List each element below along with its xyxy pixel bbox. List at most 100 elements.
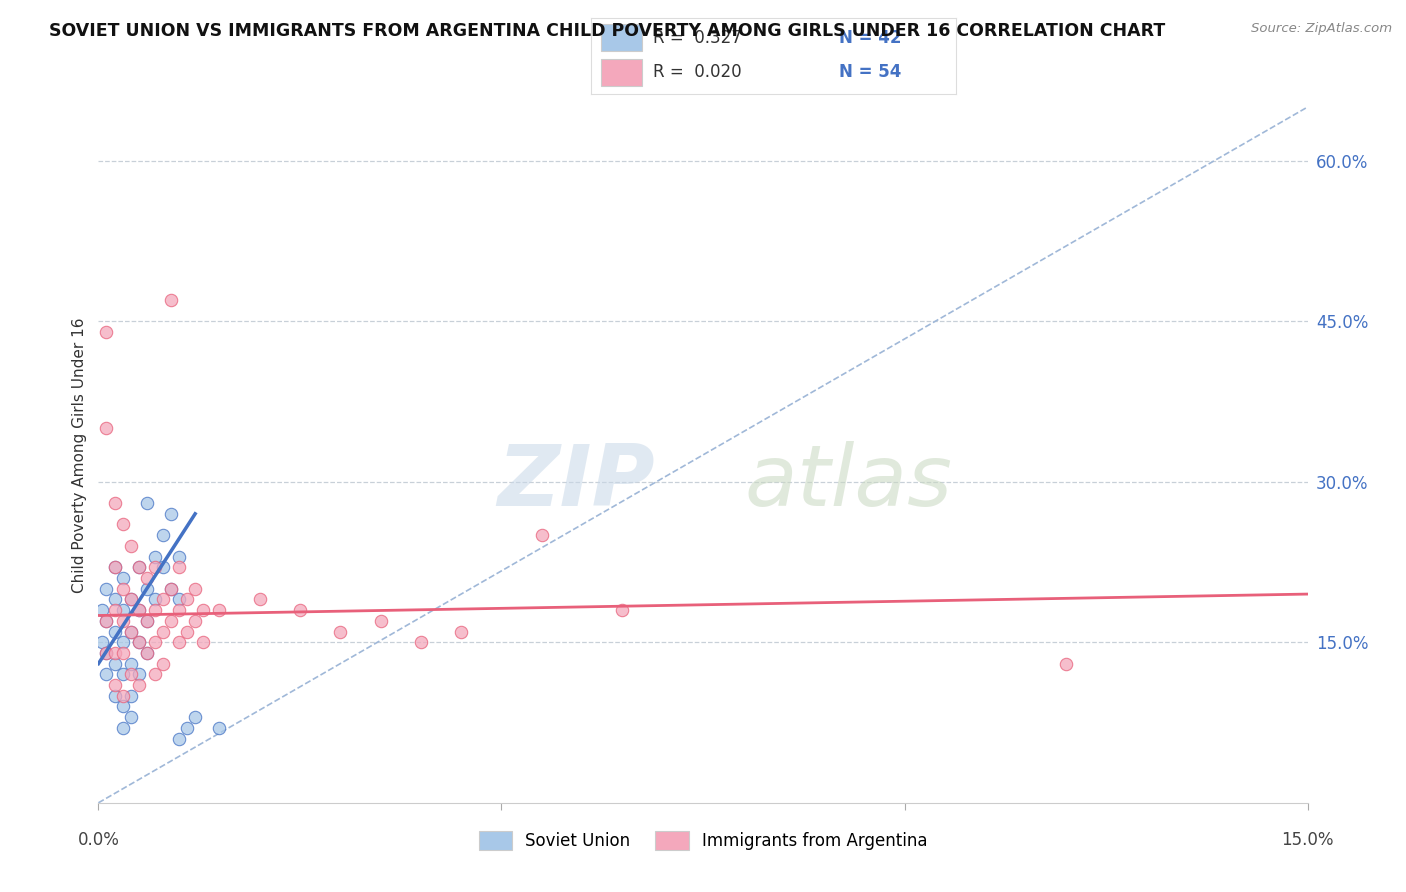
Point — [160, 507, 183, 521]
Text: R =  0.327: R = 0.327 — [652, 29, 741, 46]
Point — [135, 646, 157, 660]
Point — [128, 603, 150, 617]
Point — [96, 614, 118, 628]
Point — [184, 710, 207, 724]
Point — [176, 721, 198, 735]
Point — [143, 549, 166, 564]
Point — [120, 539, 142, 553]
Point — [135, 496, 157, 510]
Point — [167, 549, 190, 564]
Point — [143, 667, 166, 681]
Point — [96, 667, 118, 681]
Point — [184, 582, 207, 596]
Point — [167, 603, 190, 617]
Point — [160, 582, 183, 596]
Point — [111, 646, 134, 660]
Point — [288, 603, 311, 617]
Point — [152, 592, 174, 607]
Point — [143, 603, 166, 617]
Point — [160, 293, 183, 307]
Point — [167, 560, 190, 574]
Point — [111, 582, 134, 596]
Point — [111, 614, 134, 628]
Point — [143, 560, 166, 574]
Point — [135, 646, 157, 660]
Point — [103, 592, 125, 607]
FancyBboxPatch shape — [602, 59, 641, 87]
Point — [128, 667, 150, 681]
Point — [135, 614, 157, 628]
Text: ZIP: ZIP — [496, 442, 655, 524]
Point — [91, 635, 114, 649]
Point — [111, 667, 134, 681]
Point — [152, 624, 174, 639]
Point — [103, 603, 125, 617]
Point — [135, 614, 157, 628]
Point — [152, 528, 174, 542]
Point — [128, 603, 150, 617]
Point — [152, 657, 174, 671]
Point — [103, 560, 125, 574]
Point — [96, 646, 118, 660]
Text: Source: ZipAtlas.com: Source: ZipAtlas.com — [1251, 22, 1392, 36]
Point — [128, 560, 150, 574]
Point — [143, 635, 166, 649]
Point — [128, 635, 150, 649]
Point — [120, 710, 142, 724]
Point — [193, 603, 215, 617]
Point — [128, 678, 150, 692]
Point — [530, 528, 553, 542]
Point — [167, 592, 190, 607]
Point — [103, 646, 125, 660]
Text: atlas: atlas — [744, 442, 952, 524]
Point — [176, 592, 198, 607]
Point — [111, 571, 134, 585]
Point — [103, 689, 125, 703]
Text: N = 42: N = 42 — [839, 29, 901, 46]
Point — [111, 721, 134, 735]
Point — [167, 635, 190, 649]
Legend: Soviet Union, Immigrants from Argentina: Soviet Union, Immigrants from Argentina — [472, 824, 934, 857]
Point — [160, 614, 183, 628]
Text: 0.0%: 0.0% — [77, 830, 120, 848]
Point — [103, 560, 125, 574]
Point — [208, 603, 231, 617]
Point — [167, 731, 190, 746]
Text: N = 54: N = 54 — [839, 63, 901, 81]
Point — [612, 603, 634, 617]
Point — [329, 624, 352, 639]
Point — [370, 614, 392, 628]
Point — [111, 699, 134, 714]
Point — [208, 721, 231, 735]
Point — [152, 560, 174, 574]
Point — [103, 678, 125, 692]
Point — [409, 635, 432, 649]
Point — [120, 624, 142, 639]
Point — [160, 582, 183, 596]
Text: 15.0%: 15.0% — [1281, 830, 1334, 848]
Point — [135, 582, 157, 596]
Point — [96, 614, 118, 628]
Point — [120, 689, 142, 703]
Point — [249, 592, 271, 607]
Point — [96, 582, 118, 596]
Point — [111, 603, 134, 617]
Point — [120, 667, 142, 681]
Point — [120, 592, 142, 607]
Text: R =  0.020: R = 0.020 — [652, 63, 741, 81]
Point — [176, 624, 198, 639]
Point — [111, 635, 134, 649]
Text: SOVIET UNION VS IMMIGRANTS FROM ARGENTINA CHILD POVERTY AMONG GIRLS UNDER 16 COR: SOVIET UNION VS IMMIGRANTS FROM ARGENTIN… — [49, 22, 1166, 40]
Point — [96, 325, 118, 339]
Point — [120, 592, 142, 607]
Point — [1054, 657, 1077, 671]
Y-axis label: Child Poverty Among Girls Under 16: Child Poverty Among Girls Under 16 — [72, 318, 87, 592]
Point — [128, 635, 150, 649]
Point — [103, 624, 125, 639]
Point — [120, 657, 142, 671]
Point — [111, 689, 134, 703]
Point — [96, 646, 118, 660]
Point — [103, 657, 125, 671]
Point — [143, 592, 166, 607]
Point — [91, 603, 114, 617]
